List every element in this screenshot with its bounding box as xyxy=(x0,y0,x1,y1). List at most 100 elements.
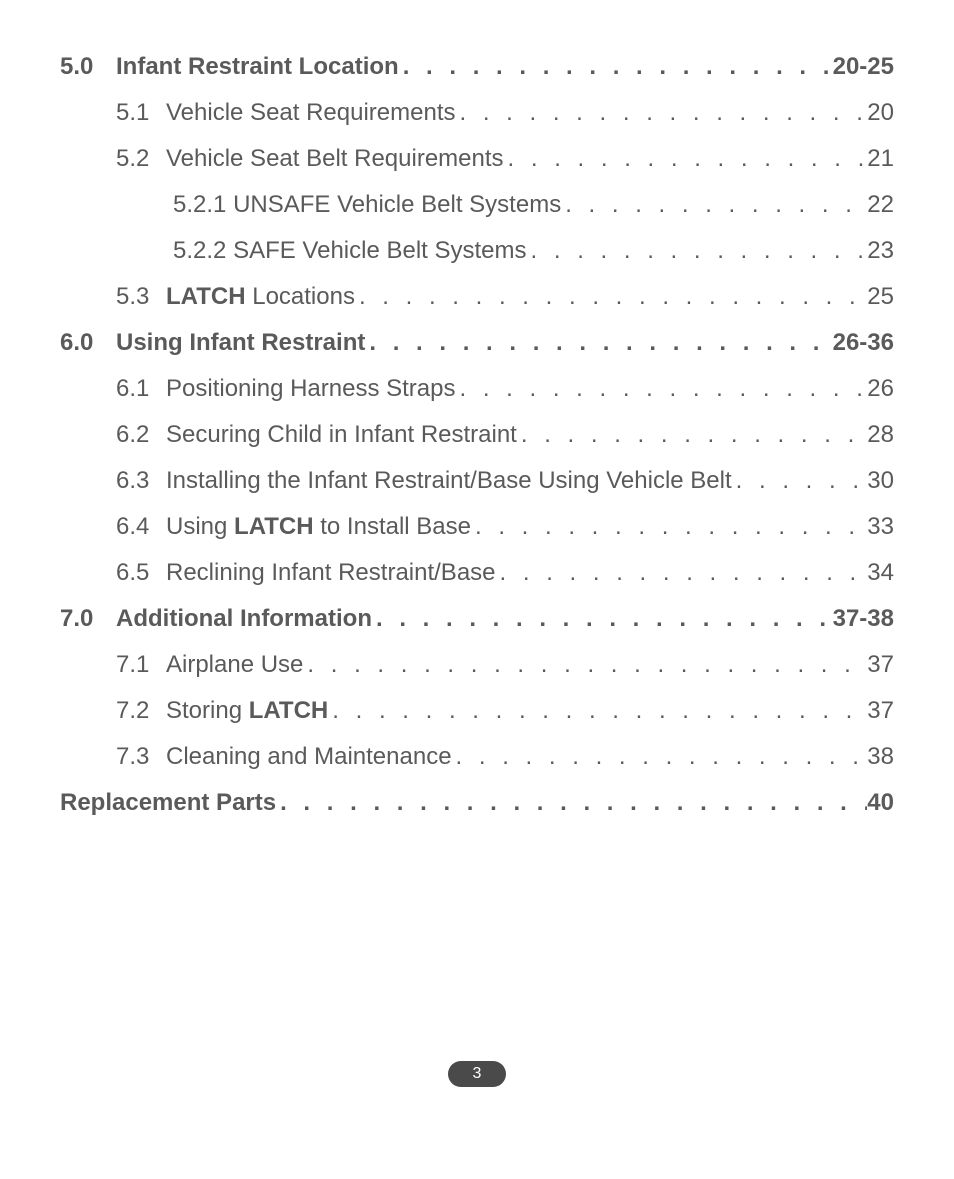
toc-leader: . . . . . . . . . . . . . . . . . . . . … xyxy=(732,469,868,493)
toc-title: Using Infant Restraint xyxy=(116,331,365,355)
toc-entry-7-2: 7.2 Storing LATCH . . . . . . . . . . . … xyxy=(116,699,894,723)
toc-num: 5.1 xyxy=(116,101,166,125)
toc-num: 7.2 xyxy=(116,699,166,723)
toc-leader: . . . . . . . . . . . . . . . . . . . . … xyxy=(355,285,867,309)
toc-title-pre: UNSAFE xyxy=(233,191,330,218)
table-of-contents: 5.0 Infant Restraint Location . . . . . … xyxy=(60,55,894,815)
toc-leader: . . . . . . . . . . . . . . . . . . . . … xyxy=(372,607,833,631)
toc-title: Vehicle Seat Belt Requirements xyxy=(166,147,504,171)
toc-leader: . . . . . . . . . . . . . . . . . . . . … xyxy=(527,239,868,263)
toc-entry-6-4: 6.4 Using LATCH to Install Base . . . . … xyxy=(116,515,894,539)
toc-entry-5-1: 5.1 Vehicle Seat Requirements . . . . . … xyxy=(116,101,894,125)
toc-title-pre: Using xyxy=(166,513,234,540)
toc-title-pre: SAFE xyxy=(233,237,296,264)
toc-page: 26 xyxy=(867,377,894,401)
toc-num: 6.4 xyxy=(116,515,166,539)
toc-leader: . . . . . . . . . . . . . . . . . . . . … xyxy=(399,55,833,79)
page-footer: 3 xyxy=(0,1061,954,1087)
toc-num: 5.2 xyxy=(116,147,166,171)
page-number: 3 xyxy=(473,1065,482,1083)
toc-leader: . . . . . . . . . . . . . . . . . . . . … xyxy=(471,515,867,539)
toc-page: 20-25 xyxy=(833,55,894,79)
toc-page: 22 xyxy=(867,193,894,217)
toc-entry-7-1: 7.1 Airplane Use . . . . . . . . . . . .… xyxy=(116,653,894,677)
toc-num: 5.0 xyxy=(60,55,116,79)
toc-num: 6.1 xyxy=(116,377,166,401)
toc-entry-7-3: 7.3 Cleaning and Maintenance . . . . . .… xyxy=(116,745,894,769)
toc-leader: . . . . . . . . . . . . . . . . . . . . … xyxy=(276,791,867,815)
toc-num-inline: 5.2.2 xyxy=(173,237,226,264)
toc-leader: . . . . . . . . . . . . . . . . . . . . … xyxy=(365,331,832,355)
toc-page: 23 xyxy=(867,239,894,263)
toc-title: Airplane Use xyxy=(166,653,303,677)
toc-page: 26-36 xyxy=(833,331,894,355)
toc-title: Storing LATCH xyxy=(166,699,328,723)
toc-title: Securing Child in Infant Restraint xyxy=(166,423,517,447)
toc-title-post: to Install Base xyxy=(314,513,471,540)
toc-leader: . . . . . . . . . . . . . . . . . . . . … xyxy=(561,193,867,217)
toc-title: LATCH Locations xyxy=(166,285,355,309)
toc-entry-5-2-1: 5.2.1 UNSAFE Vehicle Belt Systems . . . … xyxy=(173,193,894,217)
toc-section-7: 7.0 Additional Information . . . . . . .… xyxy=(60,607,894,631)
toc-title: Additional Information xyxy=(116,607,372,631)
toc-title-bold: LATCH xyxy=(234,513,314,540)
toc-num: 6.0 xyxy=(60,331,116,355)
toc-title: 5.2.1 UNSAFE Vehicle Belt Systems xyxy=(173,193,561,217)
toc-page: 21 xyxy=(867,147,894,171)
toc-entry-6-5: 6.5 Reclining Infant Restraint/Base . . … xyxy=(116,561,894,585)
toc-entry-6-3: 6.3 Installing the Infant Restraint/Base… xyxy=(116,469,894,493)
toc-title: Positioning Harness Straps xyxy=(166,377,455,401)
toc-leader: . . . . . . . . . . . . . . . . . . . . … xyxy=(517,423,867,447)
toc-title-pre: Storing xyxy=(166,697,249,724)
toc-page: 40 xyxy=(867,791,894,815)
toc-leader: . . . . . . . . . . . . . . . . . . . . … xyxy=(452,745,868,769)
toc-page: 33 xyxy=(867,515,894,539)
toc-title-bold: LATCH xyxy=(166,283,246,310)
toc-section-5: 5.0 Infant Restraint Location . . . . . … xyxy=(60,55,894,79)
toc-page: 37-38 xyxy=(833,607,894,631)
toc-num: 5.3 xyxy=(116,285,166,309)
toc-title-post: Locations xyxy=(246,283,355,310)
page-number-badge: 3 xyxy=(448,1061,506,1087)
toc-title-post: Vehicle Belt Systems xyxy=(330,191,561,218)
toc-title: Using LATCH to Install Base xyxy=(166,515,471,539)
toc-num: 6.2 xyxy=(116,423,166,447)
toc-title: Cleaning and Maintenance xyxy=(166,745,452,769)
toc-replacement-parts: Replacement Parts . . . . . . . . . . . … xyxy=(60,791,894,815)
toc-page: 28 xyxy=(867,423,894,447)
toc-page: 25 xyxy=(867,285,894,309)
toc-title-bold: LATCH xyxy=(249,697,329,724)
toc-leader: . . . . . . . . . . . . . . . . . . . . … xyxy=(455,377,867,401)
toc-num: 7.0 xyxy=(60,607,116,631)
toc-page: 30 xyxy=(867,469,894,493)
toc-leader: . . . . . . . . . . . . . . . . . . . . … xyxy=(496,561,868,585)
toc-page: 34 xyxy=(867,561,894,585)
toc-leader: . . . . . . . . . . . . . . . . . . . . … xyxy=(328,699,867,723)
toc-entry-5-2-2: 5.2.2 SAFE Vehicle Belt Systems . . . . … xyxy=(173,239,894,263)
toc-entry-6-1: 6.1 Positioning Harness Straps . . . . .… xyxy=(116,377,894,401)
toc-leader: . . . . . . . . . . . . . . . . . . . . … xyxy=(504,147,868,171)
toc-entry-6-2: 6.2 Securing Child in Infant Restraint .… xyxy=(116,423,894,447)
toc-leader: . . . . . . . . . . . . . . . . . . . . … xyxy=(303,653,867,677)
page: 5.0 Infant Restraint Location . . . . . … xyxy=(0,0,954,1179)
toc-entry-5-2: 5.2 Vehicle Seat Belt Requirements . . .… xyxy=(116,147,894,171)
toc-title: Installing the Infant Restraint/Base Usi… xyxy=(166,469,732,493)
toc-page: 38 xyxy=(867,745,894,769)
toc-num: 6.5 xyxy=(116,561,166,585)
toc-page: 20 xyxy=(867,101,894,125)
toc-title: Replacement Parts xyxy=(60,791,276,815)
toc-title: 5.2.2 SAFE Vehicle Belt Systems xyxy=(173,239,527,263)
toc-title-post: Vehicle Belt Systems xyxy=(296,237,527,264)
toc-section-6: 6.0 Using Infant Restraint . . . . . . .… xyxy=(60,331,894,355)
toc-title: Vehicle Seat Requirements xyxy=(166,101,456,125)
toc-num: 6.3 xyxy=(116,469,166,493)
toc-num-inline: 5.2.1 xyxy=(173,191,226,218)
toc-num: 7.3 xyxy=(116,745,166,769)
toc-page: 37 xyxy=(867,653,894,677)
toc-num: 7.1 xyxy=(116,653,166,677)
toc-entry-5-3: 5.3 LATCH Locations . . . . . . . . . . … xyxy=(116,285,894,309)
toc-page: 37 xyxy=(867,699,894,723)
toc-title: Infant Restraint Location xyxy=(116,55,399,79)
toc-title: Reclining Infant Restraint/Base xyxy=(166,561,496,585)
toc-leader: . . . . . . . . . . . . . . . . . . . . … xyxy=(456,101,868,125)
